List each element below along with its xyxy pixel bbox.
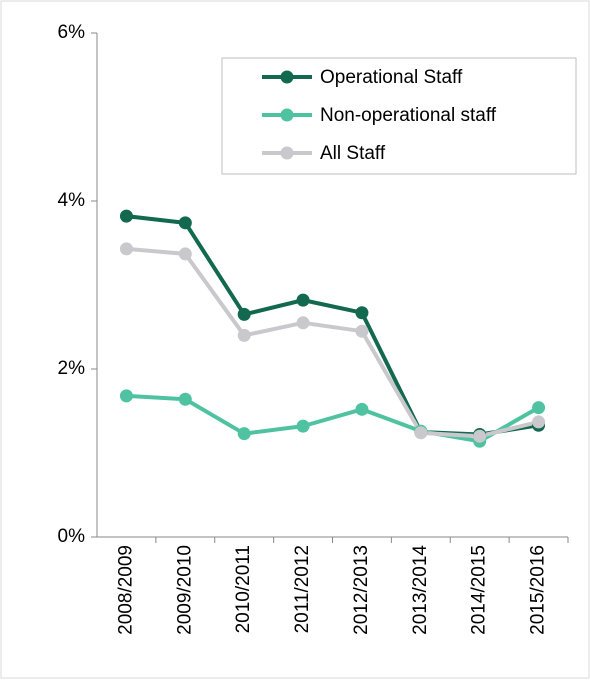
- legend-swatch-marker: [280, 108, 294, 122]
- data-point: [178, 247, 192, 261]
- data-point: [119, 209, 133, 223]
- data-point: [237, 307, 251, 321]
- legend-label: All Staff: [320, 143, 386, 164]
- legend-label: Non-operational staff: [320, 105, 497, 126]
- data-point: [296, 293, 310, 307]
- y-tick-label: 2%: [58, 358, 86, 379]
- series-line: [126, 393, 540, 444]
- x-tick-label: 2008/2009: [115, 545, 136, 635]
- x-tick-label: 2009/2010: [174, 545, 195, 635]
- series-line: [126, 246, 540, 439]
- data-point: [119, 242, 133, 256]
- data-point: [355, 324, 369, 338]
- data-point: [414, 426, 428, 440]
- data-point: [178, 216, 192, 230]
- y-tick-label: 4%: [58, 190, 86, 211]
- x-tick-label: 2015/2016: [528, 545, 549, 635]
- x-tick-label: 2012/2013: [351, 545, 372, 635]
- data-point: [473, 429, 487, 443]
- data-point: [237, 427, 251, 441]
- legend-label: Operational Staff: [320, 67, 463, 88]
- y-tick-label: 6%: [58, 22, 86, 43]
- data-point: [237, 328, 251, 342]
- data-point: [119, 389, 133, 403]
- data-point: [355, 402, 369, 416]
- x-tick-label: 2010/2011: [233, 545, 254, 633]
- data-point: [355, 306, 369, 320]
- data-point: [178, 392, 192, 406]
- x-tick-label: 2013/2014: [410, 545, 431, 635]
- data-point: [296, 316, 310, 330]
- data-point: [532, 401, 546, 415]
- legend-swatch-marker: [280, 70, 294, 84]
- legend-swatch-marker: [280, 146, 294, 160]
- y-tick-label: 0%: [58, 526, 86, 547]
- x-tick-label: 2011/2012: [292, 545, 313, 633]
- data-point: [296, 419, 310, 433]
- data-point: [532, 415, 546, 429]
- x-tick-label: 2014/2015: [469, 545, 490, 635]
